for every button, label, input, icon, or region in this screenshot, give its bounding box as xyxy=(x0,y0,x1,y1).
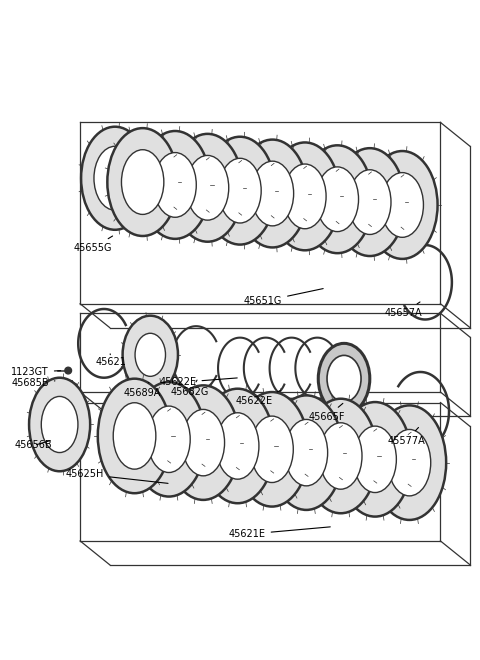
Ellipse shape xyxy=(113,403,156,469)
Text: 45655G: 45655G xyxy=(74,236,113,253)
Text: 45621: 45621 xyxy=(96,354,127,368)
Ellipse shape xyxy=(338,402,412,517)
Ellipse shape xyxy=(327,355,361,402)
Ellipse shape xyxy=(235,392,309,507)
Ellipse shape xyxy=(319,423,362,489)
Ellipse shape xyxy=(81,127,149,230)
Ellipse shape xyxy=(219,158,261,223)
Ellipse shape xyxy=(251,161,294,226)
Ellipse shape xyxy=(335,148,405,256)
Ellipse shape xyxy=(367,151,438,259)
Ellipse shape xyxy=(41,397,78,453)
Ellipse shape xyxy=(318,343,370,414)
Ellipse shape xyxy=(167,385,240,500)
Ellipse shape xyxy=(172,134,243,242)
Ellipse shape xyxy=(251,416,293,482)
Ellipse shape xyxy=(388,430,431,496)
Ellipse shape xyxy=(237,139,308,248)
Ellipse shape xyxy=(132,382,205,496)
Ellipse shape xyxy=(354,426,396,492)
Text: 45625H: 45625H xyxy=(66,469,168,483)
Ellipse shape xyxy=(186,156,229,220)
Text: 45682G: 45682G xyxy=(171,380,209,397)
Text: 45665F: 45665F xyxy=(309,403,345,422)
Text: 45657A: 45657A xyxy=(384,302,422,318)
Ellipse shape xyxy=(302,145,372,253)
Text: 45685B: 45685B xyxy=(11,378,55,389)
Ellipse shape xyxy=(29,378,90,471)
Ellipse shape xyxy=(316,167,359,232)
Circle shape xyxy=(65,367,72,374)
Text: 45689A: 45689A xyxy=(123,382,161,398)
Ellipse shape xyxy=(372,405,446,520)
Ellipse shape xyxy=(285,420,328,486)
Ellipse shape xyxy=(154,152,196,217)
Ellipse shape xyxy=(284,164,326,229)
Ellipse shape xyxy=(108,128,178,236)
Ellipse shape xyxy=(121,150,164,214)
Ellipse shape xyxy=(270,395,343,510)
Ellipse shape xyxy=(182,409,225,476)
Text: 45651G: 45651G xyxy=(244,288,323,306)
Text: 45622E: 45622E xyxy=(236,391,280,406)
Ellipse shape xyxy=(201,389,275,503)
Text: 45622E: 45622E xyxy=(159,378,237,387)
Ellipse shape xyxy=(122,315,178,394)
Text: 45577A: 45577A xyxy=(387,428,425,446)
Ellipse shape xyxy=(348,170,391,234)
Ellipse shape xyxy=(216,412,259,479)
Ellipse shape xyxy=(94,147,136,210)
Ellipse shape xyxy=(204,137,276,245)
Ellipse shape xyxy=(140,131,210,239)
Ellipse shape xyxy=(135,333,166,376)
Ellipse shape xyxy=(304,399,377,513)
Ellipse shape xyxy=(381,173,423,238)
Text: 45656B: 45656B xyxy=(15,440,53,451)
Text: 1123GT: 1123GT xyxy=(11,367,60,377)
Text: 45621E: 45621E xyxy=(228,527,330,539)
Ellipse shape xyxy=(98,379,171,493)
Ellipse shape xyxy=(270,143,340,250)
Ellipse shape xyxy=(147,406,190,473)
